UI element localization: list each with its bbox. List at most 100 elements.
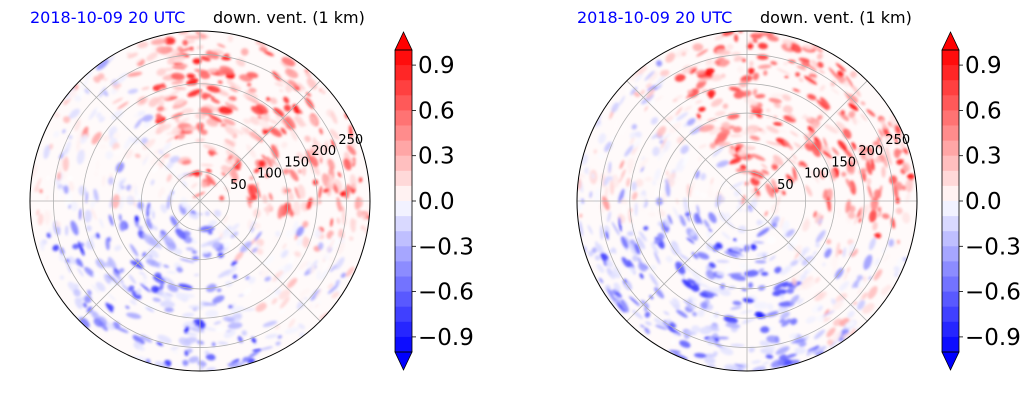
field-cell <box>320 86 326 94</box>
field-cell <box>285 68 299 79</box>
field-cell <box>732 126 742 133</box>
field-cell <box>311 265 316 274</box>
field-cell <box>286 86 294 93</box>
field-cell <box>671 242 682 255</box>
field-cell <box>302 220 309 228</box>
field-cell <box>757 64 772 69</box>
field-cell <box>131 290 142 300</box>
field-cell <box>776 67 791 76</box>
field-cell <box>753 301 769 310</box>
field-cell <box>102 135 110 142</box>
field-cell <box>349 236 354 241</box>
field-cell <box>760 271 769 276</box>
field-cell <box>183 336 198 344</box>
field-cell <box>773 282 786 291</box>
field-cell <box>285 230 293 238</box>
field-cell <box>716 271 725 276</box>
colorbar-tick-label: −0.6 <box>418 280 474 306</box>
field-cell <box>867 285 878 300</box>
field-cell <box>791 277 797 286</box>
field-cell <box>331 291 340 299</box>
field-cell <box>217 224 228 233</box>
field-cell <box>110 87 118 95</box>
field-cell <box>96 112 102 119</box>
field-cell <box>48 228 53 235</box>
field-cell <box>685 331 697 336</box>
field-cell <box>203 326 218 332</box>
field-cell <box>739 244 744 247</box>
field-cell <box>39 189 43 194</box>
field-cell <box>795 286 804 292</box>
field-cell <box>638 262 648 272</box>
field-cell <box>752 241 765 244</box>
field-cell <box>728 86 741 92</box>
field-cell <box>868 276 872 280</box>
field-cell <box>112 97 124 104</box>
field-cell <box>127 285 135 292</box>
colorbar-band <box>942 80 959 96</box>
field-cell <box>847 310 855 318</box>
field-cell <box>287 335 292 340</box>
field-cell <box>329 174 334 188</box>
field-cell <box>660 116 668 124</box>
field-cell <box>261 154 267 160</box>
field-cell <box>593 149 598 154</box>
field-cell <box>851 278 860 289</box>
field-cell <box>804 142 813 152</box>
field-cell <box>56 172 62 181</box>
field-cell <box>113 83 122 89</box>
field-cell <box>53 112 61 118</box>
field-cell <box>223 53 230 57</box>
field-cell <box>297 184 306 199</box>
field-cell <box>799 249 807 262</box>
field-cell <box>877 210 882 218</box>
field-cell <box>605 230 609 240</box>
field-cell <box>734 363 745 368</box>
field-cell <box>683 299 692 307</box>
polar-frame <box>29 30 371 372</box>
field-cell <box>683 105 693 112</box>
field-cell <box>124 126 129 131</box>
field-cell <box>694 118 705 124</box>
field-cell <box>360 225 365 231</box>
field-cell <box>849 71 857 78</box>
field-cell <box>790 259 799 267</box>
field-cell <box>687 89 693 95</box>
field-cell <box>200 55 211 62</box>
field-cell <box>168 89 181 98</box>
field-cell <box>873 189 882 199</box>
field-cell <box>830 87 840 95</box>
chart-title-variable: down. vent. (1 km) <box>213 8 365 27</box>
field-cell <box>894 135 898 145</box>
field-cell <box>732 300 742 306</box>
field-cell <box>650 117 658 125</box>
field-cell <box>770 61 778 66</box>
field-cell <box>587 224 593 235</box>
field-cell <box>208 231 213 235</box>
field-cell <box>662 63 672 71</box>
field-cell <box>756 113 763 118</box>
radial-tick-label: 250 <box>885 133 910 148</box>
colorbar-band <box>395 155 412 172</box>
field-cell <box>885 146 891 163</box>
field-cell <box>751 360 762 364</box>
field-cell <box>648 264 657 272</box>
colorbar-band <box>942 231 959 247</box>
field-cell <box>714 35 724 41</box>
field-cell <box>53 130 60 138</box>
field-cell <box>669 300 677 310</box>
field-cell <box>907 173 915 181</box>
field-cell <box>780 264 793 276</box>
field-cell <box>843 80 850 87</box>
field-cell <box>648 211 656 218</box>
field-cell <box>252 348 262 352</box>
field-cell <box>176 266 183 273</box>
field-cell <box>628 242 638 256</box>
field-cell <box>685 94 691 99</box>
field-cell <box>705 63 717 67</box>
field-cell <box>140 153 150 162</box>
field-cell <box>841 171 847 177</box>
field-cell <box>729 156 743 164</box>
field-cell <box>774 266 782 274</box>
colorbar-band <box>395 140 412 157</box>
